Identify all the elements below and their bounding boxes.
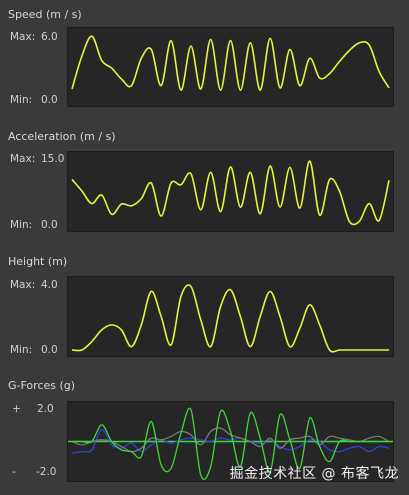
height-max-label: Max: [10,279,36,291]
acceleration-graph [67,151,394,232]
gforces-title: G-Forces (g) [8,379,76,392]
gforce-line-gray [71,427,390,453]
gforces-graph [67,401,394,482]
height-title: Height (m) [8,255,68,268]
height-graph [67,276,394,357]
acceleration-max-value: 15.0 [41,153,65,165]
watermark-text: 掘金技术社区 @ 布客飞龙 [229,466,399,482]
acceleration-title: Acceleration (m / s) [8,130,116,143]
height-min-value: 0.0 [41,344,58,356]
acceleration-min-label: Min: [10,219,33,231]
gforces-max-value: 2.0 [37,403,54,415]
speed-title: Speed (m / s) [8,8,82,21]
acceleration-graph-svg [71,160,390,226]
speed-max-label: Max: [10,31,36,43]
height-min-label: Min: [10,344,33,356]
gforces-minus-label: - [12,466,16,478]
speed-min-label: Min: [10,94,33,106]
gforces-min-value: -2.0 [36,466,57,478]
acceleration-max-label: Max: [10,153,36,165]
gforce-line-blue [71,429,390,454]
gforces-plus-label: + [12,403,21,415]
height-max-value: 4.0 [41,279,58,291]
height-graph-svg [71,284,389,353]
speed-max-value: 6.0 [41,31,58,43]
height-line [71,284,389,353]
acceleration-min-value: 0.0 [41,219,58,231]
gforces-graph-svg [68,407,393,480]
acceleration-line [71,160,390,226]
speed-graph [67,27,394,107]
speed-line [71,35,390,91]
speed-graph-svg [71,35,390,91]
speed-min-value: 0.0 [41,94,58,106]
gforce-line-green [71,407,389,480]
